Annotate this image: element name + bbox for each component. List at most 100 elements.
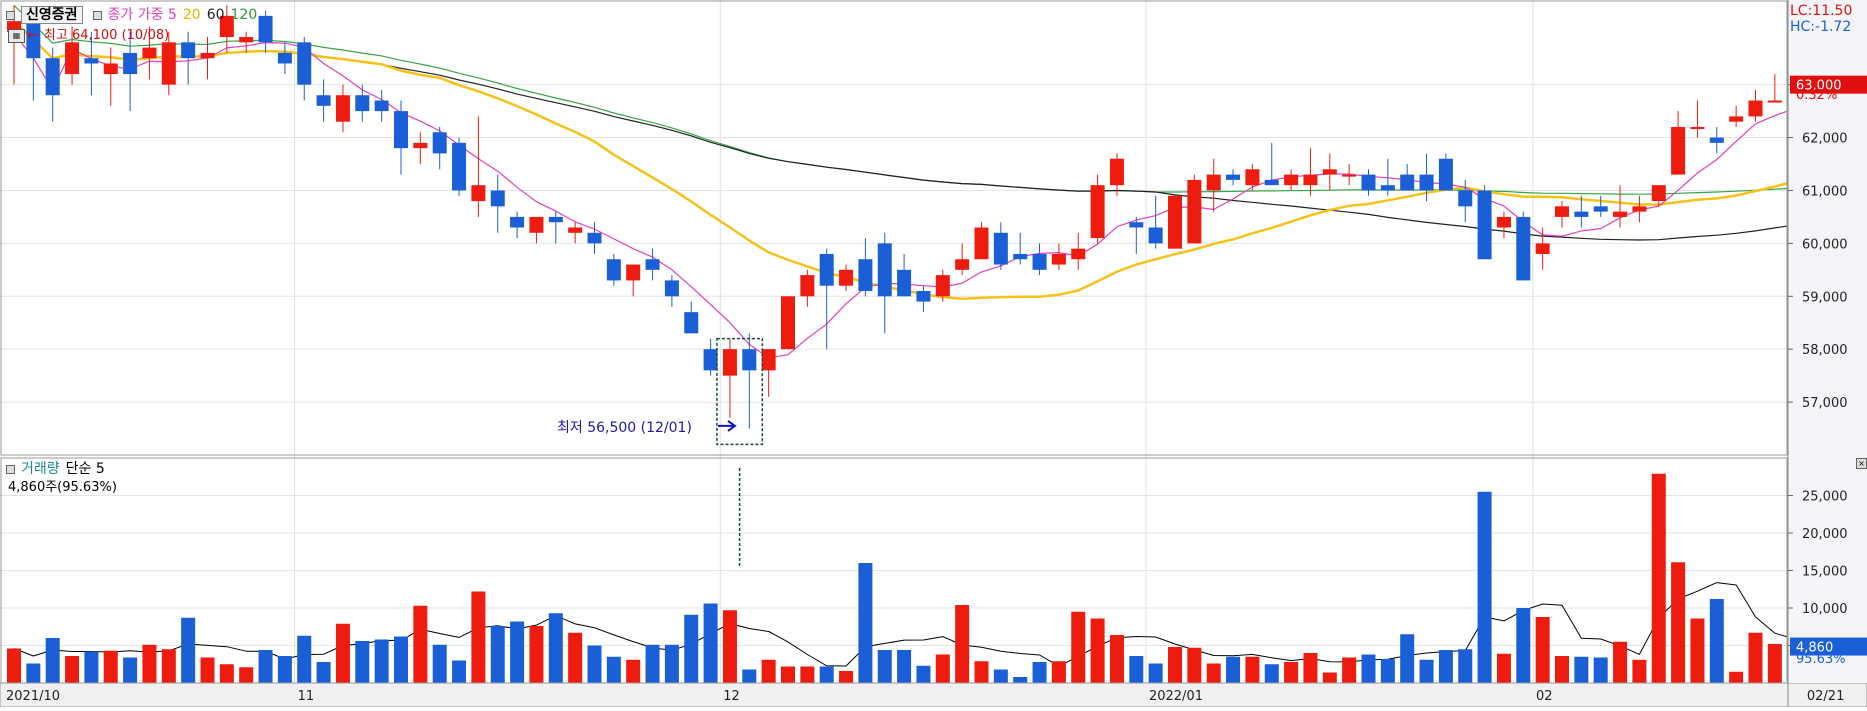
volume-bar [84, 651, 99, 683]
volume-bars [7, 473, 1802, 683]
volume-bar [877, 650, 892, 683]
candle-body [510, 216, 525, 228]
volume-bar [26, 663, 41, 683]
volume-bar [1555, 656, 1569, 683]
candle-body [916, 290, 931, 302]
volume-bar [1032, 662, 1047, 683]
candle-body [935, 275, 950, 297]
volume-bar [142, 644, 157, 683]
volume-bar [1671, 562, 1686, 683]
volume-bar [219, 664, 234, 683]
panel-menu-icon[interactable] [6, 10, 15, 20]
volume-bar [239, 667, 254, 683]
candle-body [1593, 206, 1608, 212]
candle-body [1071, 248, 1086, 260]
close-panel-icon[interactable]: × [1856, 458, 1867, 469]
volume-bar [1651, 473, 1666, 683]
volume-legend: 거래량 단순 5 [6, 458, 111, 478]
candle-body [606, 259, 621, 281]
candle-body [626, 264, 641, 281]
volume-bar [413, 605, 428, 683]
candle-body [587, 232, 602, 244]
volume-bar [1361, 654, 1376, 683]
date-label: 12 [723, 689, 740, 704]
volume-bar [993, 669, 1008, 683]
candle-body [781, 296, 795, 350]
price-tick-label: 61,000 [1802, 184, 1848, 199]
volume-current: 4,860주(95.63%) [8, 480, 117, 495]
volume-menu-icon[interactable] [6, 464, 15, 474]
candle-body [1535, 243, 1550, 254]
volume-bar [742, 669, 757, 683]
candle-body [490, 190, 505, 207]
volume-bar [1303, 653, 1318, 683]
candle-body [839, 269, 854, 286]
candle-body [7, 21, 21, 32]
ma5-label: 종가 가중 5 [107, 7, 177, 23]
volume-bar [297, 635, 312, 683]
price-tick-label: 62,000 [1802, 132, 1848, 147]
stock-name[interactable]: 신영증권 [21, 6, 83, 24]
volume-bar [123, 657, 138, 683]
candle-body [1264, 179, 1279, 186]
ma-menu-icon[interactable] [92, 10, 102, 20]
candle-body [761, 349, 776, 371]
volume-bar [1206, 663, 1221, 683]
candle-body [1419, 174, 1434, 191]
candle-body [1400, 174, 1415, 191]
volume-bar [161, 649, 176, 683]
candle-body [1168, 195, 1182, 249]
volume-bar [510, 621, 525, 683]
volume-bar [1284, 662, 1299, 683]
min-label: 최저 56,500 (12/01) [557, 420, 692, 436]
volume-bar [1419, 659, 1434, 683]
volume-bar [1748, 632, 1763, 683]
candle-body [1206, 174, 1221, 191]
volume-title: 거래량 [21, 461, 60, 477]
volume-bar [664, 644, 679, 683]
volume-tag-text: 4,860 [1796, 641, 1833, 656]
candle-body [1458, 190, 1473, 207]
candle-body [1322, 169, 1337, 175]
candle-body [1380, 185, 1395, 191]
volume-bar [452, 660, 467, 683]
volume-bar [722, 610, 737, 683]
candle-body [1129, 222, 1144, 228]
price-tag-text: 63,000 [1796, 79, 1842, 94]
candle-body [1477, 190, 1492, 260]
volume-bar [819, 666, 834, 683]
volume-tick-label: 10,000 [1802, 602, 1848, 617]
volume-bar [703, 603, 718, 683]
volume-bar [626, 659, 641, 683]
right-axis-strip [1788, 0, 1867, 683]
price-legend: 신영증권 종가 가중 5 20 60 120 [6, 4, 263, 24]
volume-bar [1109, 635, 1124, 683]
date-label: 02 [1536, 689, 1553, 704]
volume-bar [1574, 656, 1589, 683]
volume-bar [781, 666, 795, 683]
volume-bar [374, 639, 389, 683]
candle-body [1709, 137, 1724, 143]
volume-bar [1148, 663, 1163, 683]
volume-bar [432, 644, 447, 683]
candle-body [722, 349, 737, 376]
grid-lines [0, 0, 1805, 705]
volume-bar [1129, 656, 1144, 683]
volume-bar [1535, 617, 1550, 683]
volume-bar [1071, 611, 1086, 683]
candle-body [258, 15, 273, 43]
calendar-icon[interactable]: ▦ [8, 28, 25, 43]
volume-bar [490, 626, 505, 683]
ma120-label: 120 [230, 7, 258, 23]
candle-body [955, 259, 970, 270]
volume-bar [1168, 647, 1182, 683]
candle-body [1748, 100, 1763, 117]
volume-bar [1496, 653, 1511, 683]
volume-bar [1226, 656, 1241, 683]
annotations: 63,000 4,860 [716, 75, 1867, 656]
candle-body [277, 52, 292, 64]
candle-body [297, 42, 312, 85]
candle-body [413, 142, 428, 149]
